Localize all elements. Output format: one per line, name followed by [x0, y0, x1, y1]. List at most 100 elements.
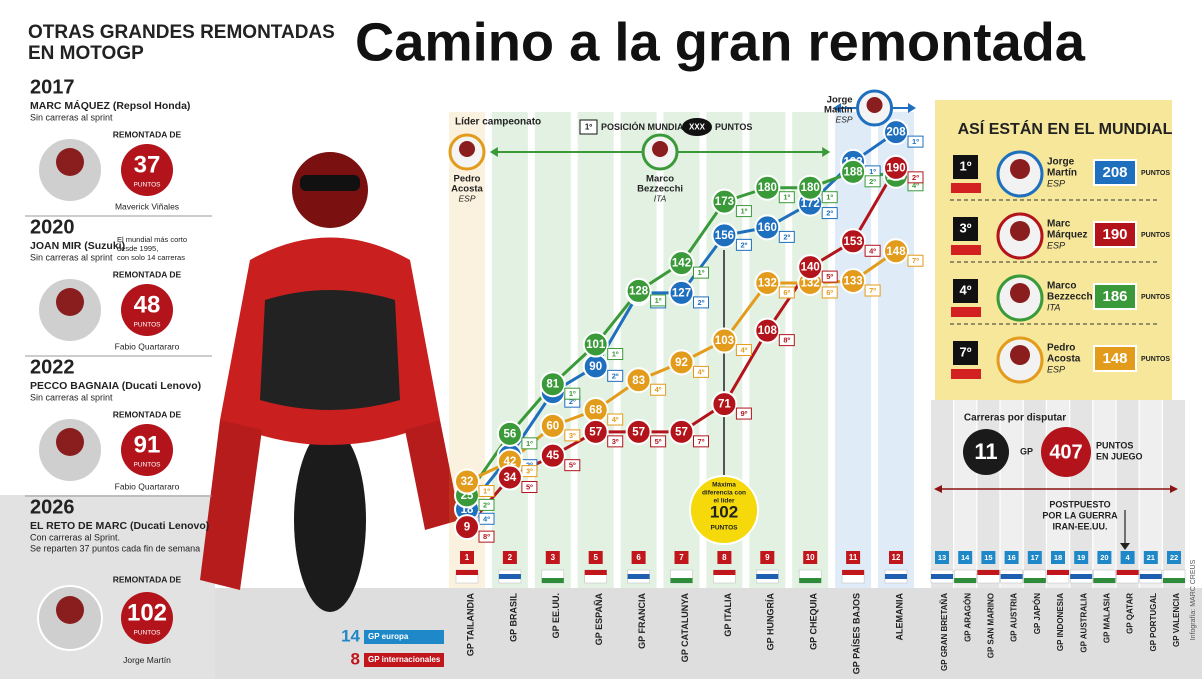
- point-label: 128: [629, 285, 649, 297]
- point-label: 9: [464, 522, 470, 534]
- leader-last-name: Bezzecchi: [637, 184, 683, 195]
- position-box: [821, 191, 838, 204]
- race-number: 16: [1007, 553, 1015, 562]
- point-label: 57: [632, 426, 645, 438]
- rider: PECCO BAGNAIA (Ducati Lenovo): [30, 380, 201, 392]
- race-number: 1: [465, 553, 470, 562]
- region-swatch: [364, 630, 444, 644]
- flag-stripe: [498, 574, 521, 579]
- flag-stripe: [1116, 570, 1139, 575]
- race-number: 22: [1170, 553, 1178, 562]
- max-gap-badge: [689, 475, 759, 545]
- race-number-box: [631, 551, 646, 564]
- flag-stripe: [842, 570, 865, 575]
- rider-photo-helmet: [56, 288, 84, 316]
- flag-stripe: [627, 574, 650, 579]
- comeback-label: REMONTADA DE: [113, 409, 182, 419]
- position-box: [564, 387, 581, 400]
- race-number: 20: [1100, 553, 1108, 562]
- race-name: GP HUNGRÍA: [766, 593, 776, 651]
- race-name: GP MALASIA: [1103, 593, 1112, 643]
- comeback-badge: [121, 592, 173, 644]
- position-box: [821, 207, 838, 220]
- race-number-box: [846, 551, 861, 564]
- comeback-label: REMONTADA DE: [113, 269, 182, 279]
- position-box: [478, 484, 495, 497]
- points-legend-marker: XXX: [689, 123, 706, 132]
- leader-arrowhead: [489, 147, 498, 157]
- leader-first-name: Marco: [646, 174, 674, 185]
- standing-points-box: [1093, 159, 1137, 186]
- rider-photo-helmet: [56, 596, 84, 624]
- comeback-badge: [121, 424, 173, 476]
- point-label: 57: [589, 426, 602, 438]
- position-box: [864, 244, 881, 257]
- position-box: [521, 465, 538, 478]
- standing-points-unit: PUNTOS: [1141, 232, 1170, 239]
- standing-points: 190: [1102, 226, 1127, 243]
- flag-stripe: [756, 574, 779, 579]
- race-band: [491, 112, 528, 588]
- team-logo: [951, 307, 981, 317]
- position-badge: [953, 217, 978, 241]
- standings-title: ASÍ ESTÁN EN EL MUNDIAL: [958, 119, 1173, 138]
- race-number-box: [1074, 551, 1089, 564]
- position-badge: [953, 341, 978, 365]
- race-name: GP CHEQUIA: [809, 593, 819, 650]
- rider: MARC MÁQUEZ (Repsol Honda): [30, 99, 190, 112]
- point: [496, 420, 523, 447]
- race-number: 8: [722, 553, 727, 562]
- upcoming-band: [1116, 400, 1139, 588]
- flag-stripe: [1000, 574, 1023, 579]
- race-name: GP PAÍSES BAJOS: [851, 593, 861, 674]
- max-gap-value: 102: [710, 502, 738, 521]
- position-box: [735, 344, 752, 357]
- position-box: [650, 435, 667, 448]
- point: [840, 228, 867, 255]
- race-number: 6: [636, 553, 641, 562]
- leader-last-name: Martín: [824, 105, 853, 116]
- race-number-box: [1097, 551, 1112, 564]
- leader-last-name: Acosta: [451, 184, 483, 195]
- remaining-races-badge: [963, 429, 1009, 475]
- point: [883, 238, 909, 265]
- race-number-box: [460, 551, 474, 564]
- note: Con carreras al Sprint.: [30, 532, 120, 542]
- race-number-box: [1004, 551, 1019, 564]
- point: [754, 269, 781, 296]
- standing-country: ITA: [1047, 302, 1060, 312]
- race-name: GP GRAN BRETAÑA: [940, 593, 949, 671]
- point: [840, 158, 867, 185]
- point-label: 92: [675, 357, 688, 369]
- upcoming-band: [1023, 400, 1046, 588]
- race-number: 5: [593, 553, 598, 562]
- position-box: [650, 294, 667, 307]
- challenge-band: [0, 495, 215, 679]
- standing-first-name: Marco: [1047, 281, 1076, 292]
- race-name: GP ARAGÓN: [963, 593, 972, 642]
- point-label: 101: [586, 339, 606, 351]
- point-label: 127: [672, 287, 691, 299]
- position-box: [607, 413, 624, 426]
- position-label: 4º: [912, 181, 919, 190]
- flag-stripe: [670, 578, 693, 583]
- point: [625, 367, 652, 394]
- leader-photo-helmet: [459, 141, 475, 157]
- region-label: GP europa: [368, 632, 409, 641]
- position-box: [821, 270, 838, 283]
- standing-last-name: Martín: [1047, 168, 1077, 179]
- point-label: 133: [844, 276, 863, 288]
- race-name: GP ITALIA: [723, 593, 733, 637]
- position-box: [693, 365, 709, 378]
- position-box: [907, 254, 924, 267]
- leader-first-name: Jorge: [827, 95, 853, 106]
- race-name: GP VALENCIA: [1172, 593, 1181, 647]
- rider-illustration: [200, 152, 460, 612]
- comeback-unit: PUNTOS: [134, 462, 162, 469]
- leader-country: ESP: [458, 193, 475, 203]
- remaining-arrowhead: [1170, 485, 1178, 493]
- race-number-box: [935, 551, 949, 564]
- position-label: 1º: [612, 349, 619, 358]
- race-number: 2: [508, 553, 513, 562]
- position-box: [864, 175, 881, 188]
